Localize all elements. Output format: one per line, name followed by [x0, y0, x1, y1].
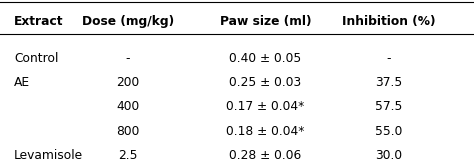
Text: 0.17 ± 0.04*: 0.17 ± 0.04* — [226, 100, 305, 113]
Text: Levamisole: Levamisole — [14, 149, 83, 162]
Text: 0.18 ± 0.04*: 0.18 ± 0.04* — [226, 124, 305, 138]
Text: Extract: Extract — [14, 15, 64, 28]
Text: 2.5: 2.5 — [118, 149, 138, 162]
Text: 400: 400 — [116, 100, 140, 113]
Text: -: - — [386, 52, 391, 65]
Text: Dose (mg/kg): Dose (mg/kg) — [82, 15, 174, 28]
Text: 55.0: 55.0 — [375, 124, 402, 138]
Text: 800: 800 — [116, 124, 140, 138]
Text: 0.25 ± 0.03: 0.25 ± 0.03 — [229, 76, 301, 89]
Text: 37.5: 37.5 — [375, 76, 402, 89]
Text: 200: 200 — [116, 76, 140, 89]
Text: 30.0: 30.0 — [375, 149, 402, 162]
Text: AE: AE — [14, 76, 30, 89]
Text: 0.28 ± 0.06: 0.28 ± 0.06 — [229, 149, 301, 162]
Text: Paw size (ml): Paw size (ml) — [219, 15, 311, 28]
Text: Control: Control — [14, 52, 59, 65]
Text: -: - — [126, 52, 130, 65]
Text: 57.5: 57.5 — [375, 100, 402, 113]
Text: Inhibition (%): Inhibition (%) — [342, 15, 436, 28]
Text: 0.40 ± 0.05: 0.40 ± 0.05 — [229, 52, 301, 65]
